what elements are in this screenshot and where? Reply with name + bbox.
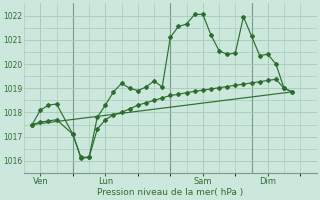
X-axis label: Pression niveau de la mer( hPa ): Pression niveau de la mer( hPa ) [97, 188, 244, 197]
